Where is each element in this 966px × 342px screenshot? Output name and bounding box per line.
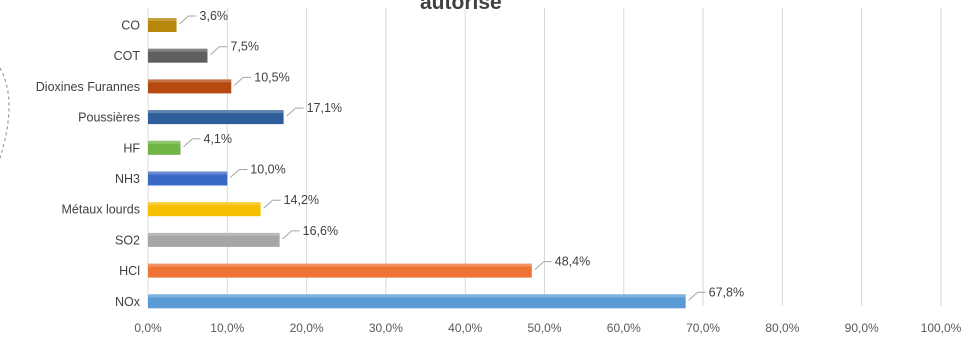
data-label-leader [263, 199, 281, 209]
data-label-leader [688, 291, 706, 301]
bar [148, 294, 686, 309]
chart-title: autorisé [420, 0, 502, 14]
data-label-leader [229, 169, 248, 178]
category-label: Dioxines Furannes [36, 80, 140, 94]
x-tick-label: 100,0% [921, 321, 962, 335]
data-label-leader [183, 138, 201, 148]
bar [148, 232, 280, 247]
bar-highlight [148, 294, 686, 298]
data-label: 10,0% [250, 163, 285, 177]
bar [148, 110, 284, 125]
data-label: 7,5% [230, 40, 259, 54]
bar-highlight [148, 79, 232, 83]
data-label: 4,1% [204, 132, 233, 146]
category-label: Métaux lourds [61, 203, 140, 217]
data-label: 14,2% [284, 193, 319, 207]
data-label: 67,8% [709, 285, 744, 299]
category-label: HF [123, 141, 140, 155]
data-label-leader [282, 230, 300, 240]
x-tick-label: 0,0% [134, 321, 162, 335]
data-label: 16,6% [303, 224, 338, 238]
x-tick-label: 50,0% [527, 321, 561, 335]
bar-highlight [148, 171, 228, 175]
bar-highlight [148, 232, 280, 236]
data-label-leader [286, 107, 304, 117]
x-tick-label: 10,0% [210, 321, 244, 335]
category-label: CO [121, 19, 140, 33]
bar-highlight [148, 48, 208, 52]
bar [148, 79, 232, 94]
category-label: Poussières [78, 111, 140, 125]
x-tick-label: 80,0% [765, 321, 799, 335]
bar [148, 140, 181, 155]
data-label: 10,5% [254, 70, 289, 84]
bar-highlight [148, 18, 177, 21]
data-label-leader [233, 76, 252, 86]
x-tick-label: 90,0% [845, 321, 879, 335]
bar [148, 171, 228, 186]
x-tick-label: 20,0% [290, 321, 324, 335]
x-tick-label: 30,0% [369, 321, 403, 335]
bar-highlight [148, 202, 261, 206]
bar [148, 48, 208, 63]
x-tick-label: 40,0% [448, 321, 482, 335]
data-label: 3,6% [200, 9, 229, 23]
x-tick-label: 60,0% [607, 321, 641, 335]
bar [148, 18, 177, 32]
data-label-leader [179, 15, 197, 25]
category-label: COT [114, 49, 141, 63]
side-arc-decoration [0, 67, 10, 159]
data-label: 17,1% [307, 101, 342, 115]
x-tick-label: 70,0% [686, 321, 720, 335]
data-label: 48,4% [555, 255, 590, 269]
category-label: SO2 [115, 233, 140, 247]
data-label-leader [534, 261, 552, 270]
bar [148, 263, 532, 278]
bar-highlight [148, 110, 284, 114]
category-label: NH3 [115, 172, 140, 186]
bar-highlight [148, 140, 181, 144]
category-label: NOx [115, 295, 141, 309]
category-label: HCl [119, 264, 140, 278]
bar [148, 202, 261, 217]
data-label-leader [210, 46, 228, 56]
bar-highlight [148, 263, 532, 267]
